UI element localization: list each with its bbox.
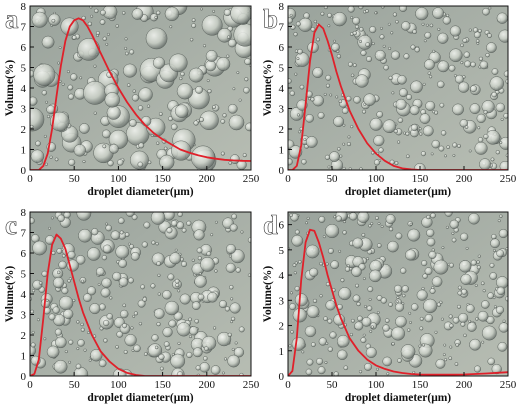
x-tick-label: 250 <box>500 379 517 391</box>
x-tick-label: 50 <box>69 173 81 185</box>
y-tick-label: 2 <box>279 321 285 333</box>
y-tick-label: 5 <box>279 245 285 257</box>
x-axis-label: droplet diameter(μm) <box>345 392 451 404</box>
y-tick-label: 4 <box>21 289 27 301</box>
x-tick-label: 250 <box>243 379 260 391</box>
chart-panel-b: 0 50 100 150 200 250 0 1 2 3 4 5 6 7 8 droplet diameter… <box>262 1 517 198</box>
y-axis-label: Volume(%) <box>262 60 274 117</box>
x-tick-label: 50 <box>327 379 339 391</box>
panel-letter-a: a <box>5 4 19 34</box>
y-tick-label: 3 <box>21 104 27 116</box>
x-tick-label: 250 <box>500 173 517 185</box>
y-tick-label: 3 <box>21 310 27 322</box>
y-axis-label: Volume(%) <box>4 60 16 117</box>
x-tick-label: 0 <box>27 173 33 185</box>
y-tick-label: 0 <box>279 165 285 177</box>
y-tick-label: 0 <box>21 165 27 177</box>
y-axis-label: Volume(%) <box>262 266 274 323</box>
panel-letter-c: c <box>5 210 17 240</box>
droplet-texture <box>288 212 508 376</box>
y-tick-label: 6 <box>279 42 285 54</box>
y-tick-label: 5 <box>21 63 27 75</box>
y-tick-label: 1 <box>279 145 285 157</box>
y-tick-label: 2 <box>21 124 27 136</box>
y-tick-label: 2 <box>279 124 285 136</box>
y-tick-label: 5 <box>21 269 27 281</box>
y-tick-label: 3 <box>279 295 285 307</box>
x-tick-label: 200 <box>456 173 473 185</box>
y-axis-label: Volume(%) <box>4 266 16 323</box>
y-tick-label: 1 <box>279 346 285 358</box>
x-axis-label: droplet diameter(μm) <box>87 186 193 198</box>
x-tick-label: 200 <box>199 379 216 391</box>
y-tick-label: 6 <box>21 248 27 260</box>
x-tick-label: 150 <box>412 379 429 391</box>
y-tick-label: 0 <box>279 371 285 383</box>
chart-panel-c: 0 50 100 150 200 250 0 1 2 3 4 5 6 7 8 droplet diameter… <box>4 207 260 404</box>
x-tick-label: 150 <box>154 379 171 391</box>
droplet-texture <box>30 6 251 170</box>
plot-frame <box>287 211 509 377</box>
x-tick-label: 250 <box>243 173 260 185</box>
x-tick-label: 0 <box>285 379 291 391</box>
y-tick-label: 3 <box>279 104 285 116</box>
x-axis-label: droplet diameter(μm) <box>87 392 193 404</box>
y-tick-label: 1 <box>21 351 27 363</box>
chart-panel-d: 0 50 100 150 200 250 0 1 2 3 4 5 6 droplet diameter(μ… <box>262 210 517 404</box>
y-tick-label: 6 <box>21 42 27 54</box>
distribution-curve <box>30 233 251 376</box>
x-tick-label: 0 <box>285 173 291 185</box>
y-tick-label: 8 <box>21 1 27 13</box>
y-tick-label: 5 <box>279 63 285 75</box>
x-axis-label: droplet diameter(μm) <box>345 186 451 198</box>
droplet-texture <box>30 212 251 376</box>
droplet-texture <box>288 6 508 170</box>
y-tick-label: 8 <box>21 207 27 219</box>
y-tick-label: 7 <box>21 22 27 34</box>
x-tick-label: 100 <box>368 173 385 185</box>
y-tick-label: 0 <box>21 371 27 383</box>
y-tick-label: 7 <box>279 22 285 34</box>
panel-letter-d: d <box>263 210 278 240</box>
x-tick-label: 50 <box>327 173 339 185</box>
y-tick-label: 4 <box>21 83 27 95</box>
x-tick-label: 100 <box>110 173 127 185</box>
y-tick-label: 8 <box>279 1 285 13</box>
x-tick-label: 50 <box>69 379 81 391</box>
y-tick-label: 7 <box>21 228 27 240</box>
distribution-curve <box>288 228 508 376</box>
x-tick-label: 150 <box>412 173 429 185</box>
x-tick-label: 200 <box>199 173 216 185</box>
y-tick-label: 4 <box>279 270 285 282</box>
panel-letter-b: b <box>263 4 278 34</box>
x-tick-label: 100 <box>368 379 385 391</box>
x-tick-label: 100 <box>110 379 127 391</box>
y-tick-label: 1 <box>21 145 27 157</box>
x-tick-label: 0 <box>27 379 33 391</box>
x-tick-label: 200 <box>456 379 473 391</box>
y-tick-label: 2 <box>21 330 27 342</box>
y-tick-label: 6 <box>279 220 285 232</box>
y-tick-label: 4 <box>279 83 285 95</box>
distribution-curve <box>30 17 251 170</box>
chart-panel-a: 0 50 100 150 200 250 0 1 2 3 4 5 6 7 8 droplet diameter… <box>4 1 260 198</box>
x-tick-label: 150 <box>154 173 171 185</box>
